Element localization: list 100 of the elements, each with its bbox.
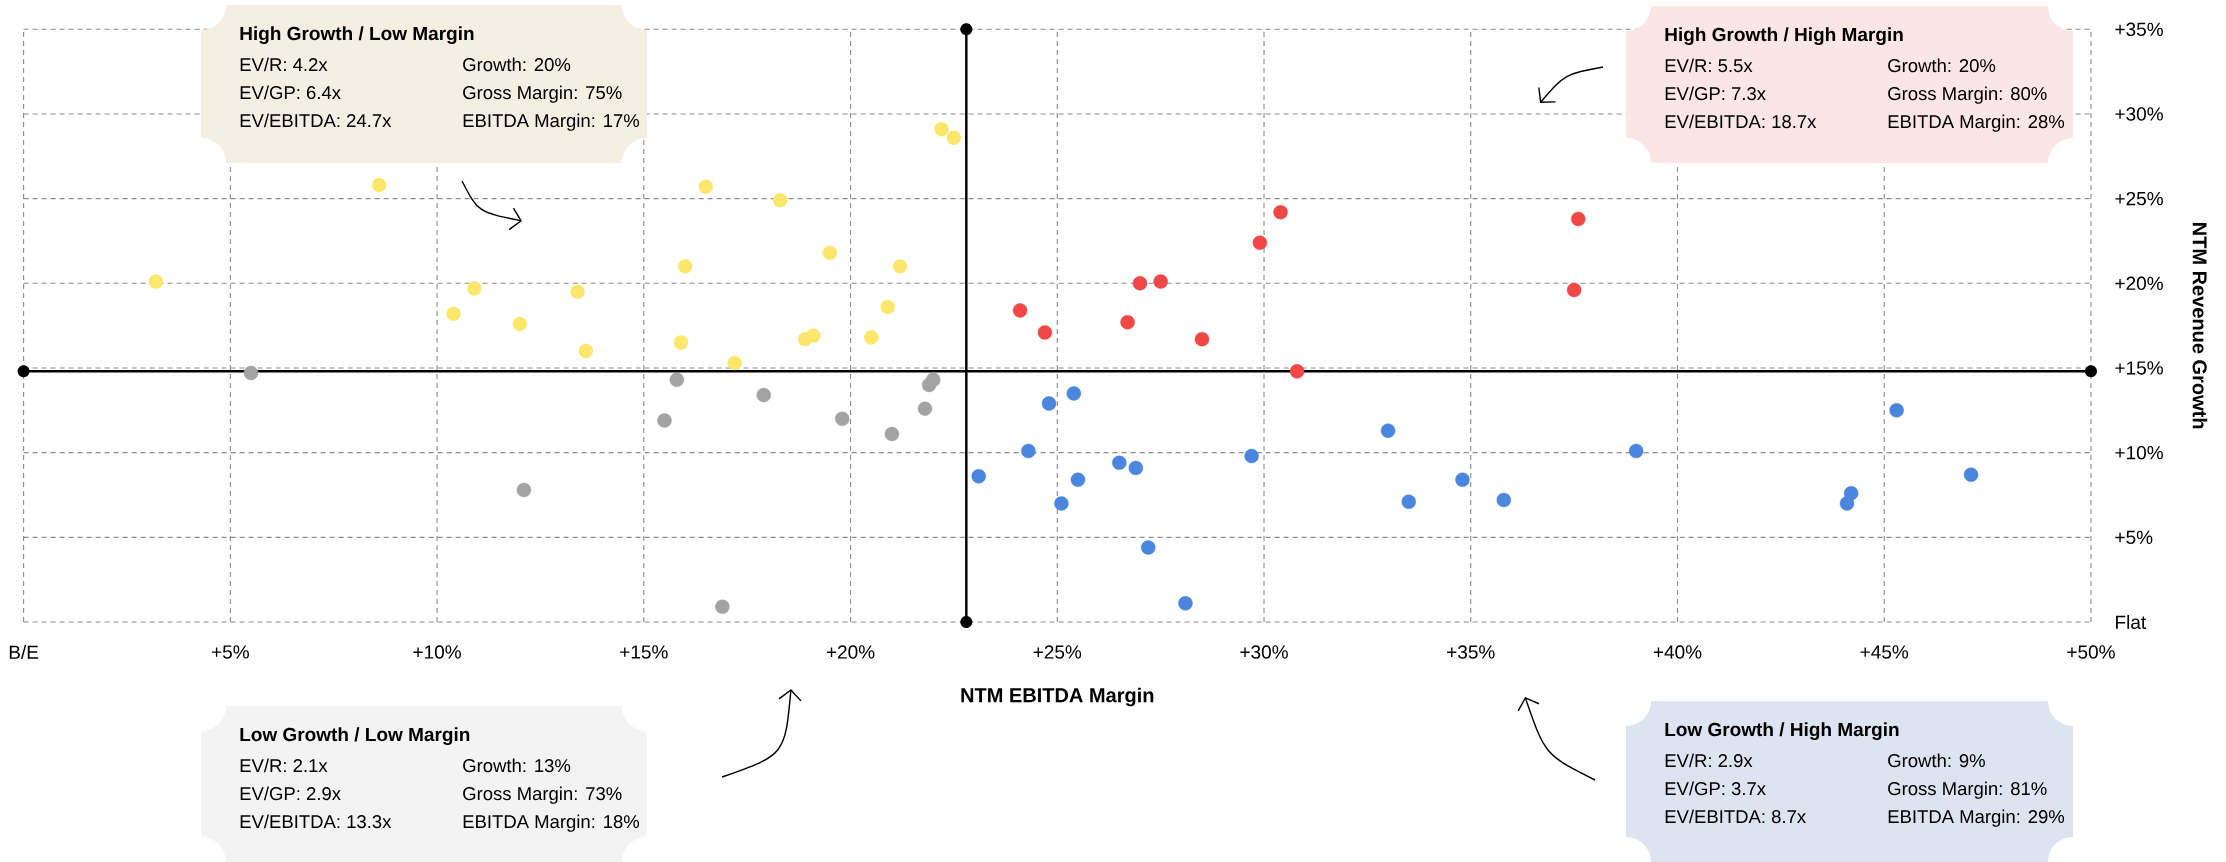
point <box>1054 496 1069 511</box>
y-tick-label: Flat <box>2116 615 2147 629</box>
point <box>1273 204 1288 220</box>
point <box>243 365 259 381</box>
point <box>669 372 685 388</box>
point <box>727 355 742 371</box>
annotation: EV/GP: 6.4x <box>240 85 341 100</box>
point <box>1571 211 1586 227</box>
point <box>1112 455 1127 471</box>
point <box>1178 596 1193 611</box>
text: Gross Margin: 81% <box>1888 781 2047 799</box>
text: Low Growth / High Margin <box>1665 722 1899 741</box>
y-tick-label: +20% <box>2115 276 2163 291</box>
point <box>1037 325 1053 340</box>
y-tick-label: +30% <box>2115 107 2163 121</box>
annotation: Growth: 20% <box>463 57 571 72</box>
point <box>1012 303 1028 318</box>
y-tick-label: +25% <box>2115 191 2163 206</box>
y-axis-title: NTM Revenue Growth <box>2192 223 2208 429</box>
point <box>1132 276 1148 291</box>
point <box>884 426 900 442</box>
annotation: Growth: 20% <box>1888 58 1996 73</box>
text: EBITDA Margin: 29% <box>1888 809 2065 827</box>
point <box>1066 386 1082 401</box>
annotation: EBITDA Margin: 17% <box>463 113 640 131</box>
point <box>1455 472 1470 487</box>
point <box>756 387 771 403</box>
annotation: High Growth / High Margin <box>1665 27 1903 46</box>
point <box>578 343 594 359</box>
x-tick-label: +5% <box>211 645 249 659</box>
text: EV/GP: 3.7x <box>1665 781 1766 796</box>
point <box>1153 274 1168 289</box>
point <box>698 179 714 194</box>
point <box>880 299 895 315</box>
annotation: EV/EBITDA: 18.7x <box>1665 114 1817 129</box>
point <box>467 281 482 296</box>
x-tick-label: +15% <box>620 645 668 659</box>
point <box>570 284 585 299</box>
point <box>1889 403 1904 418</box>
point <box>715 599 730 614</box>
text: EV/GP: 2.9x <box>240 786 341 801</box>
annotation: Gross Margin: 80% <box>1888 86 2047 104</box>
point <box>1141 540 1156 555</box>
annotation: EV/EBITDA: 24.7x <box>240 113 392 128</box>
point <box>677 259 693 274</box>
point <box>864 330 879 345</box>
text: EBITDA Margin: 18% <box>463 814 640 832</box>
annotation: EV/GP: 7.3x <box>1665 86 1766 101</box>
point <box>1289 364 1305 379</box>
point <box>1401 494 1416 509</box>
x-axis-title: NTM EBITDA Margin <box>961 687 1154 707</box>
point <box>446 306 461 321</box>
text: EV/R: 2.9x <box>1665 753 1753 768</box>
annotation: EV/R: 5.5x <box>1665 58 1753 73</box>
x-tick-label: B/E <box>9 645 39 659</box>
y-tick-label: +15% <box>2115 361 2163 375</box>
point <box>148 274 164 289</box>
point <box>516 482 532 498</box>
point <box>657 413 672 428</box>
point <box>835 411 850 426</box>
text: EV/R: 2.1x <box>240 758 328 773</box>
point <box>1021 443 1036 459</box>
point <box>806 328 821 344</box>
annotation: Gross Margin: 75% <box>463 85 622 103</box>
point <box>1128 460 1144 476</box>
annotation: High Growth / Low Margin <box>240 26 474 45</box>
x-tick-label: +20% <box>826 645 875 659</box>
x-tick-label: +50% <box>2067 645 2115 659</box>
annotation: EV/R: 4.2x <box>240 57 328 72</box>
point <box>946 130 962 145</box>
point <box>1244 448 1259 464</box>
point <box>1380 423 1396 438</box>
point <box>1194 331 1210 347</box>
text: Gross Margin: 73% <box>463 786 622 804</box>
point <box>892 259 908 274</box>
x-tick-label: +40% <box>1653 645 1702 659</box>
x-tick-label: +45% <box>1860 645 1909 659</box>
point <box>1496 492 1512 508</box>
point <box>371 177 387 193</box>
y-tick-label: +5% <box>2115 530 2153 545</box>
y-tick-label: +10% <box>2115 445 2163 460</box>
point <box>1839 496 1855 511</box>
y-tick-label: +35% <box>2115 22 2163 37</box>
point <box>1566 282 1582 298</box>
x-tick-label: +10% <box>413 645 461 659</box>
text: Growth: 9% <box>1888 753 1985 768</box>
point <box>822 245 838 261</box>
text: Low Growth / Low Margin <box>240 727 470 746</box>
annotation: EBITDA Margin: 28% <box>1888 114 2065 132</box>
point <box>1120 315 1135 330</box>
point <box>1070 472 1086 487</box>
point <box>1963 467 1979 482</box>
point <box>512 316 527 332</box>
point <box>934 122 949 137</box>
point <box>917 401 933 416</box>
point <box>773 193 788 208</box>
text: EV/EBITDA: 8.7x <box>1665 809 1806 824</box>
point <box>673 335 689 350</box>
x-tick-label: +25% <box>1033 645 1082 659</box>
point <box>971 469 986 484</box>
